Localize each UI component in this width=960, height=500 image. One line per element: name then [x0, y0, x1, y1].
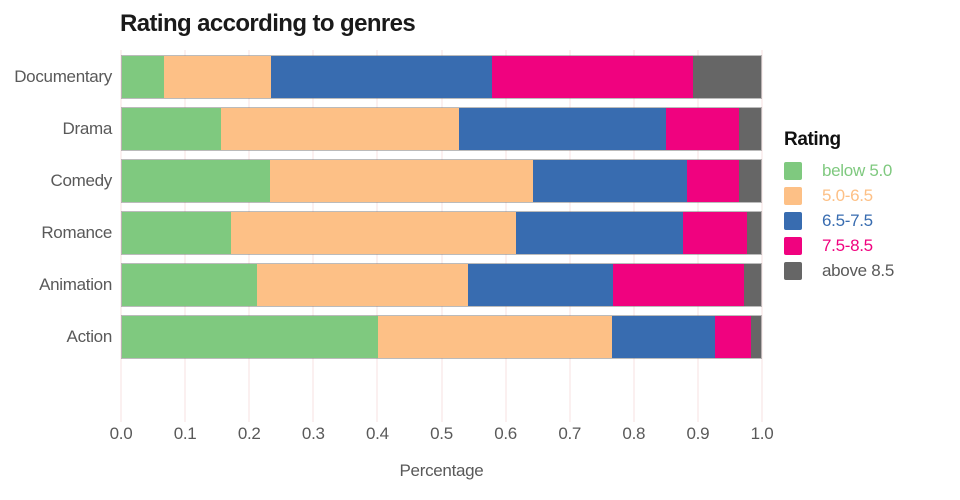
bar-segment-below-5.0 [122, 212, 231, 254]
legend-label: 6.5-7.5 [822, 210, 873, 230]
legend-label: below 5.0 [822, 160, 893, 180]
x-tick-label: 0.5 [430, 424, 453, 443]
gridline [120, 50, 122, 422]
bar-segment-7.5-8.5 [612, 264, 745, 306]
legend-item: 6.5-7.5 [784, 208, 894, 233]
bar-segment-6.5-7.5 [468, 264, 613, 306]
bar-segment-below-5.0 [122, 264, 258, 306]
bar-segment-5.0-6.5 [377, 316, 613, 358]
bar-segment-5.0-6.5 [163, 56, 271, 98]
x-tick-label: 0.2 [237, 424, 261, 443]
bar-segment-above-8.5 [744, 264, 761, 306]
bar-segment-5.0-6.5 [257, 264, 469, 306]
bar-segment-7.5-8.5 [665, 108, 740, 150]
bar-segment-above-8.5 [750, 316, 761, 358]
x-tick-label: 0.4 [366, 424, 389, 443]
x-tick-label: 0.3 [301, 424, 325, 443]
x-tick-label: 1.0 [750, 424, 774, 443]
bar-segment-below-5.0 [122, 108, 222, 150]
bar-segment-7.5-8.5 [683, 212, 747, 254]
bar-segment-below-5.0 [122, 316, 378, 358]
bar-row-comedy [121, 159, 762, 203]
legend-title: Rating [784, 129, 841, 150]
chart-title: Rating according to genres [120, 10, 416, 37]
plot-area [120, 50, 763, 422]
bar-segment-7.5-8.5 [491, 56, 694, 98]
y-axis-label-romance: Romance [41, 223, 112, 242]
bar-segment-below-5.0 [122, 56, 164, 98]
bar-segment-above-8.5 [746, 212, 761, 254]
legend-item: 7.5-8.5 [784, 233, 894, 258]
bar-segment-7.5-8.5 [687, 160, 740, 202]
bar-segment-above-8.5 [693, 56, 761, 98]
x-tick-label: 0.1 [173, 424, 197, 443]
legend-item: below 5.0 [784, 158, 894, 183]
x-tick-label: 0.7 [558, 424, 582, 443]
legend-label: 7.5-8.5 [822, 235, 873, 255]
bar-segment-6.5-7.5 [458, 108, 666, 150]
y-axis-label-comedy: Comedy [50, 171, 112, 190]
legend: Rating below 5.0 5.0-6.5 6.5-7.5 7.5-8.5 abo… [784, 129, 894, 283]
gridline [761, 50, 763, 422]
bar-segment-5.0-6.5 [221, 108, 459, 150]
bar-row-documentary [121, 55, 762, 99]
bar-row-animation [121, 263, 762, 307]
x-tick-label: 0.6 [494, 424, 517, 443]
bar-row-drama [121, 107, 762, 151]
bar-segment-5.0-6.5 [269, 160, 533, 202]
bar-segment-6.5-7.5 [532, 160, 688, 202]
bar-segment-6.5-7.5 [516, 212, 684, 254]
legend-swatch [784, 161, 802, 180]
bar-segment-7.5-8.5 [714, 316, 751, 358]
bar-segment-below-5.0 [122, 160, 270, 202]
y-axis-label-animation: Animation [39, 275, 112, 294]
bar-segment-above-8.5 [739, 160, 761, 202]
legend-item: 5.0-6.5 [784, 183, 894, 208]
legend-swatch [784, 261, 802, 280]
y-axis-label-action: Action [66, 327, 113, 346]
legend-item: above 8.5 [784, 258, 894, 283]
bar-segment-6.5-7.5 [612, 316, 715, 358]
legend-label: 5.0-6.5 [822, 185, 873, 205]
bar-segment-above-8.5 [739, 108, 761, 150]
bar-row-romance [121, 211, 762, 255]
legend-swatch [784, 211, 802, 230]
x-tick-label: 0.8 [622, 424, 646, 443]
legend-swatch [784, 236, 802, 255]
legend-items: below 5.0 5.0-6.5 6.5-7.5 7.5-8.5 above 8.5 [784, 158, 894, 283]
y-axis-label-drama: Drama [62, 119, 112, 138]
bar-segment-6.5-7.5 [270, 56, 492, 98]
bar-segment-5.0-6.5 [230, 212, 517, 254]
legend-label: above 8.5 [822, 260, 894, 280]
legend-swatch [784, 186, 802, 205]
y-axis-label-documentary: Documentary [14, 67, 112, 86]
x-tick-label: 0.9 [686, 424, 710, 443]
x-tick-label: 0.0 [109, 424, 133, 443]
bar-row-action [121, 315, 762, 359]
x-axis-title: Percentage [399, 461, 484, 480]
